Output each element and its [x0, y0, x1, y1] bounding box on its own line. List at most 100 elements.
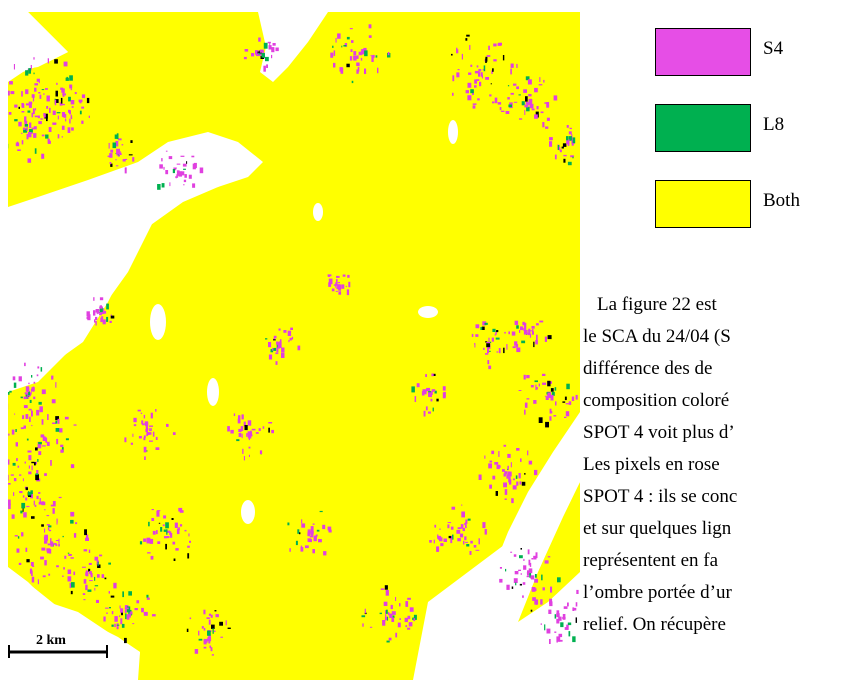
map-pixel	[26, 127, 28, 132]
map-pixel	[327, 275, 330, 277]
map-pixel	[41, 134, 45, 137]
map-pixel	[572, 636, 576, 643]
map-pixel	[436, 398, 439, 402]
map-pixel	[129, 613, 131, 618]
scale-bar	[8, 645, 108, 658]
map-pixel	[271, 429, 274, 434]
map-pixel	[89, 571, 92, 574]
map-pixel	[462, 527, 465, 532]
map-pixel	[527, 450, 529, 456]
map-pixel	[161, 158, 163, 162]
map-pixel	[507, 85, 510, 87]
map-pixel	[336, 287, 339, 290]
map-pixel	[201, 626, 204, 629]
map-pixel	[183, 179, 187, 183]
map-pixel	[74, 92, 77, 95]
map-pixel	[395, 597, 397, 601]
map-pixel	[189, 540, 191, 543]
map-pixel	[94, 585, 99, 587]
map-pixel	[482, 522, 486, 529]
map-pixel	[471, 333, 474, 337]
map-pixel	[474, 85, 477, 88]
map-pixel	[289, 548, 291, 552]
map-pixel	[469, 551, 472, 555]
map-pixel	[392, 615, 395, 619]
map-pixel	[31, 516, 35, 519]
map-pixel	[47, 543, 52, 546]
map-pixel	[58, 543, 60, 547]
map-pixel	[124, 637, 127, 644]
map-pixel	[32, 95, 35, 102]
map-pixel	[65, 438, 69, 441]
map-pixel	[499, 578, 503, 583]
map-pixel	[456, 72, 460, 78]
map-pixel	[26, 438, 29, 441]
map-pixel	[524, 109, 526, 115]
map-pixel	[510, 551, 513, 553]
map-pixel	[472, 103, 477, 105]
map-pixel	[28, 455, 32, 461]
map-pixel	[70, 100, 75, 105]
map-pixel-noise	[8, 24, 579, 656]
map-pixel	[538, 417, 543, 423]
map-pixel	[169, 182, 171, 187]
map-pixel	[24, 116, 27, 122]
map-pixel	[427, 411, 431, 414]
map-pixel	[25, 392, 29, 395]
map-pixel	[507, 453, 511, 458]
map-pixel	[547, 392, 551, 398]
map-pixel	[115, 140, 119, 147]
map-pixel	[492, 328, 496, 332]
map-pixel	[31, 410, 33, 417]
map-pixel	[477, 98, 480, 101]
map-pixel	[25, 70, 29, 76]
map-pixel	[14, 413, 16, 415]
map-pixel	[411, 386, 415, 393]
map-pixel	[469, 45, 471, 50]
map-pixel	[22, 506, 24, 512]
map-lake	[313, 203, 323, 221]
map-pixel	[110, 315, 115, 319]
map-pixel	[514, 571, 519, 575]
map-pixel	[62, 92, 64, 95]
map-lake	[448, 120, 458, 144]
map-pixel	[25, 547, 28, 552]
map-pixel	[571, 142, 574, 146]
map-pixel	[25, 89, 29, 95]
map-pixel	[70, 464, 75, 469]
map-pixel	[55, 382, 57, 388]
map-pixel	[24, 124, 28, 127]
map-pixel	[51, 399, 56, 404]
legend-label-both: Both	[763, 190, 800, 211]
map-pixel	[52, 508, 55, 514]
map-pixel	[385, 611, 387, 615]
map-pixel	[32, 108, 35, 115]
map-pixel	[69, 118, 71, 124]
map-pixel	[556, 618, 560, 624]
map-pixel	[38, 441, 42, 445]
map-pixel	[35, 473, 39, 475]
map-pixel	[38, 92, 41, 94]
map-pixel	[568, 401, 572, 405]
map-pixel	[97, 574, 100, 578]
map-pixel	[568, 631, 571, 637]
map-pixel	[28, 491, 30, 495]
map-pixel	[346, 36, 350, 40]
map-pixel	[484, 529, 487, 535]
map-pixel	[549, 598, 553, 604]
map-pixel	[124, 167, 127, 174]
map-pixel	[36, 470, 39, 476]
map-pixel	[81, 94, 86, 99]
map-pixel	[109, 162, 112, 165]
map-pixel	[342, 274, 346, 277]
map-pixel	[562, 143, 567, 147]
map-pixel	[46, 106, 49, 109]
map-pixel	[391, 617, 395, 622]
map-pixel	[149, 440, 153, 442]
map-pixel	[62, 103, 65, 106]
map-pixel	[568, 136, 572, 141]
map-pixel	[99, 306, 103, 309]
scale-label: 2 km	[36, 633, 66, 648]
map-pixel	[37, 579, 39, 585]
map-pixel	[255, 50, 259, 55]
